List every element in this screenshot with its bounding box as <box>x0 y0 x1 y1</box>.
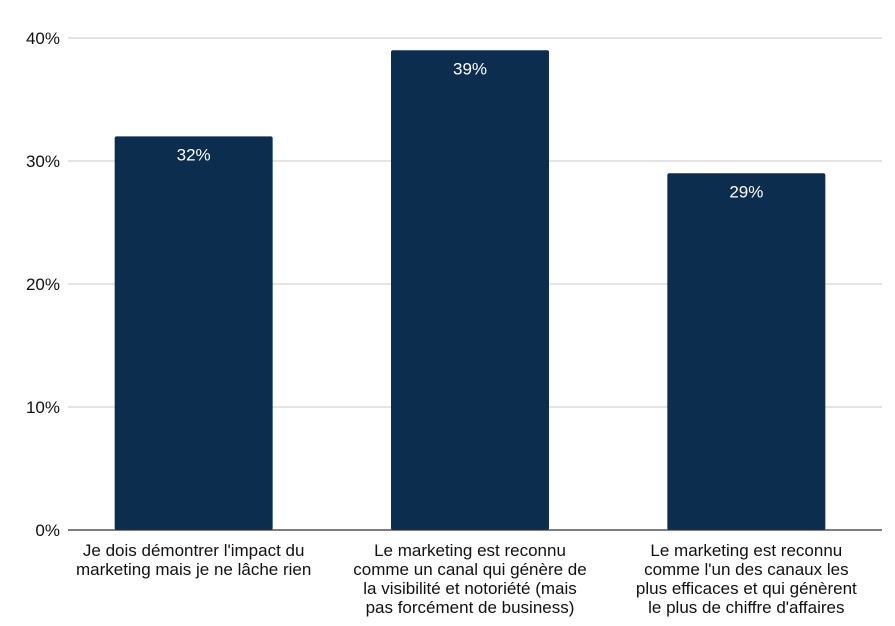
category-label-line: Le marketing est reconnu <box>374 541 566 560</box>
category-label-line: marketing mais je ne lâche rien <box>76 560 311 579</box>
y-tick-label: 30% <box>26 152 60 171</box>
data-label: 32% <box>177 145 211 164</box>
y-tick-label: 40% <box>26 29 60 48</box>
y-tick-label: 0% <box>35 521 60 540</box>
category-label-line: le plus de chiffre d'affaires <box>648 598 844 617</box>
category-label-line: plus efficaces et qui génèrent <box>636 579 857 598</box>
bar <box>391 50 549 531</box>
category-label-line: comme un canal qui génère de <box>353 560 586 579</box>
y-tick-label: 10% <box>26 398 60 417</box>
category-label-line: pas forcément de business) <box>366 598 575 617</box>
data-label: 39% <box>453 59 487 78</box>
category-label-line: Le marketing est reconnu <box>650 541 842 560</box>
bar <box>667 173 826 531</box>
data-labels: 32% 39% 29% <box>177 59 764 201</box>
bars <box>114 50 826 531</box>
category-label-line: comme l'un des canaux les <box>644 560 849 579</box>
data-label: 29% <box>729 182 763 201</box>
y-axis-tick-labels: 0% 10% 20% 30% 40% <box>26 29 60 540</box>
y-tick-label: 20% <box>26 275 60 294</box>
bar <box>114 136 273 530</box>
category-label-line: Je dois démontrer l'impact du <box>83 541 305 560</box>
category-label-line: la visibilité et notoriété (mais <box>363 579 577 598</box>
